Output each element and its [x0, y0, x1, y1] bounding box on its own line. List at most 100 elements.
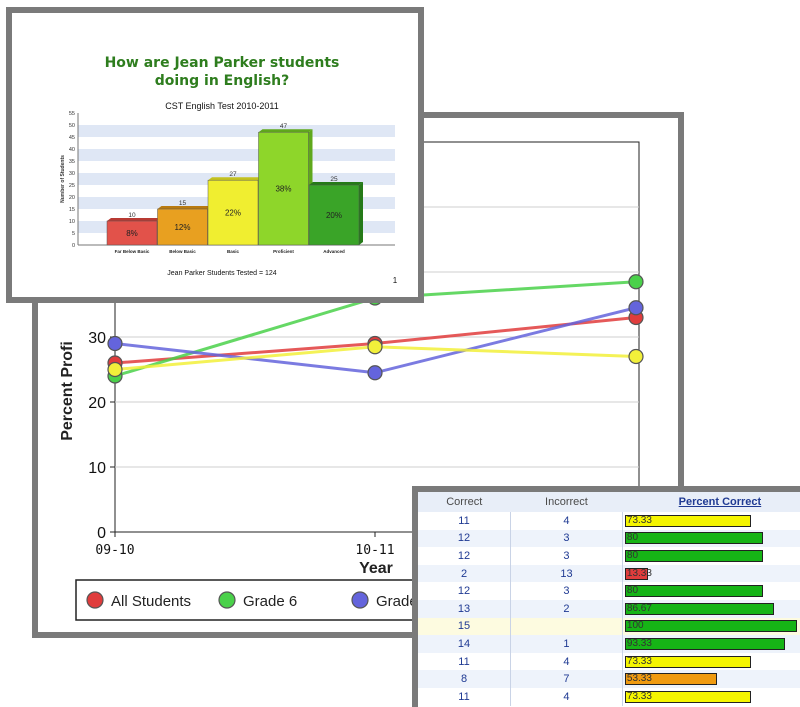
bar-chart: How are Jean Parker students doing in Eng… — [60, 55, 398, 285]
header-correct: Correct — [418, 492, 511, 512]
chart-title-line-1: How are Jean Parker students — [105, 55, 340, 71]
table-row: 12 3 80 — [418, 582, 800, 600]
header-percent-correct[interactable]: Percent Correct — [622, 492, 800, 512]
cell-incorrect: 4 — [510, 687, 623, 706]
y-tick-label: 35 — [69, 159, 75, 165]
bar-side — [359, 182, 363, 245]
bar — [106, 220, 158, 246]
cell-percent-correct: 100 — [622, 617, 800, 636]
bar-percent-label: 8% — [126, 229, 138, 238]
table-row: 15 100 — [418, 617, 800, 636]
category-label: Basic — [227, 249, 240, 254]
chart-subtitle: CST English Test 2010-2011 — [165, 101, 279, 111]
bar — [308, 184, 360, 246]
y-tick-label: 15 — [69, 207, 75, 213]
table-row: 8 7 53.33 — [418, 670, 800, 688]
cell-percent-correct: 73.33 — [622, 652, 800, 671]
percent-bar: 80 — [624, 532, 763, 545]
table-row: 2 13 13.33 — [418, 564, 800, 583]
cell-percent-correct: 53.33 — [622, 670, 800, 688]
cell-incorrect: 2 — [510, 599, 623, 618]
series-point — [107, 335, 123, 352]
table-row: 12 3 80 — [418, 547, 800, 565]
cell-percent-correct: 80 — [622, 582, 800, 600]
cell-incorrect: 13 — [510, 564, 623, 583]
cell-percent-correct: 80 — [622, 547, 800, 565]
percent-bar: 73.33 — [624, 655, 752, 668]
cell-percent-correct: 86.67 — [622, 599, 800, 618]
cell-incorrect — [510, 617, 623, 636]
cell-correct: 12 — [418, 582, 511, 600]
y-tick-label: 10 — [88, 460, 106, 477]
y-tick-label: 30 — [69, 171, 75, 177]
series-point — [628, 300, 644, 316]
percent-bar: 80 — [624, 549, 763, 562]
grid-band — [78, 125, 395, 137]
bar-top — [107, 218, 161, 221]
cell-percent-correct: 80 — [622, 529, 800, 548]
series-point — [367, 365, 383, 381]
bar-top — [208, 177, 262, 181]
cell-correct: 11 — [418, 687, 511, 706]
cell-correct: 8 — [418, 670, 511, 688]
bar-percent-label: 22% — [225, 209, 241, 218]
grid-band — [78, 161, 395, 173]
cell-correct: 11 — [418, 652, 511, 671]
x-tick-label: 09-10 — [95, 543, 134, 558]
chart-footer: Jean Parker Students Tested = 124 — [167, 270, 277, 277]
y-tick-label: 5 — [72, 231, 75, 237]
percent-bar: 53.33 — [624, 673, 717, 686]
cell-percent-correct: 73.33 — [622, 512, 800, 530]
cell-incorrect: 3 — [510, 529, 623, 548]
series-point — [107, 361, 123, 378]
table-row: 11 4 73.33 — [418, 687, 800, 706]
y-tick-label: 45 — [69, 135, 75, 141]
cell-incorrect: 4 — [510, 512, 623, 530]
grid-band — [78, 137, 395, 149]
percent-bar: 73.33 — [624, 514, 752, 527]
cell-percent-correct: 73.33 — [622, 687, 800, 706]
bar-value-label: 10 — [128, 212, 136, 219]
percent-bar: 93.33 — [624, 637, 786, 650]
cell-incorrect: 3 — [510, 547, 623, 565]
y-axis-title: Percent Profi — [59, 341, 76, 441]
bar-percent-label: 12% — [174, 223, 190, 232]
percent-bar: 100 — [624, 620, 797, 633]
bar-percent-label: 20% — [326, 211, 342, 220]
cell-correct: 13 — [418, 599, 511, 618]
y-tick-label: 30 — [88, 330, 106, 347]
cell-correct: 12 — [418, 529, 511, 548]
y-tick-label: 40 — [69, 147, 75, 153]
legend-marker — [86, 591, 104, 609]
percent-bar: 86.67 — [624, 602, 774, 615]
y-tick-label: 25 — [69, 183, 75, 189]
y-tick-label: 10 — [69, 219, 75, 225]
y-tick-label: 50 — [69, 123, 75, 129]
cell-percent-correct: 13.33 — [622, 564, 800, 583]
bar — [157, 208, 208, 246]
cell-percent-correct: 93.33 — [622, 635, 800, 653]
legend-label: Grade 6 — [243, 593, 297, 610]
percent-bar: 73.33 — [624, 690, 752, 703]
chart-title-line-2: doing in English? — [155, 73, 290, 89]
bar-value-label: 47 — [280, 123, 288, 130]
series-point — [367, 339, 383, 355]
page-number: 1 — [393, 276, 398, 285]
y-tick-label: 0 — [97, 525, 106, 542]
cell-correct: 14 — [418, 635, 511, 653]
series-point — [628, 348, 644, 365]
grid-band — [78, 113, 395, 125]
cell-incorrect: 3 — [510, 582, 623, 600]
table-row: 14 1 93.33 — [418, 635, 800, 653]
cell-incorrect: 4 — [510, 652, 623, 671]
category-label: Proficient — [273, 249, 294, 254]
legend-marker — [351, 591, 369, 609]
x-tick-label: 10-11 — [355, 543, 394, 558]
x-axis-title: Year — [359, 560, 393, 577]
category-label: Advanced — [323, 249, 345, 254]
percent-bar: 80 — [624, 585, 763, 598]
results-table: Correct Incorrect Percent Correct 11 4 73.… — [418, 492, 800, 706]
series-point — [628, 274, 644, 290]
bar — [258, 131, 309, 246]
table-row: 13 2 86.67 — [418, 599, 800, 618]
